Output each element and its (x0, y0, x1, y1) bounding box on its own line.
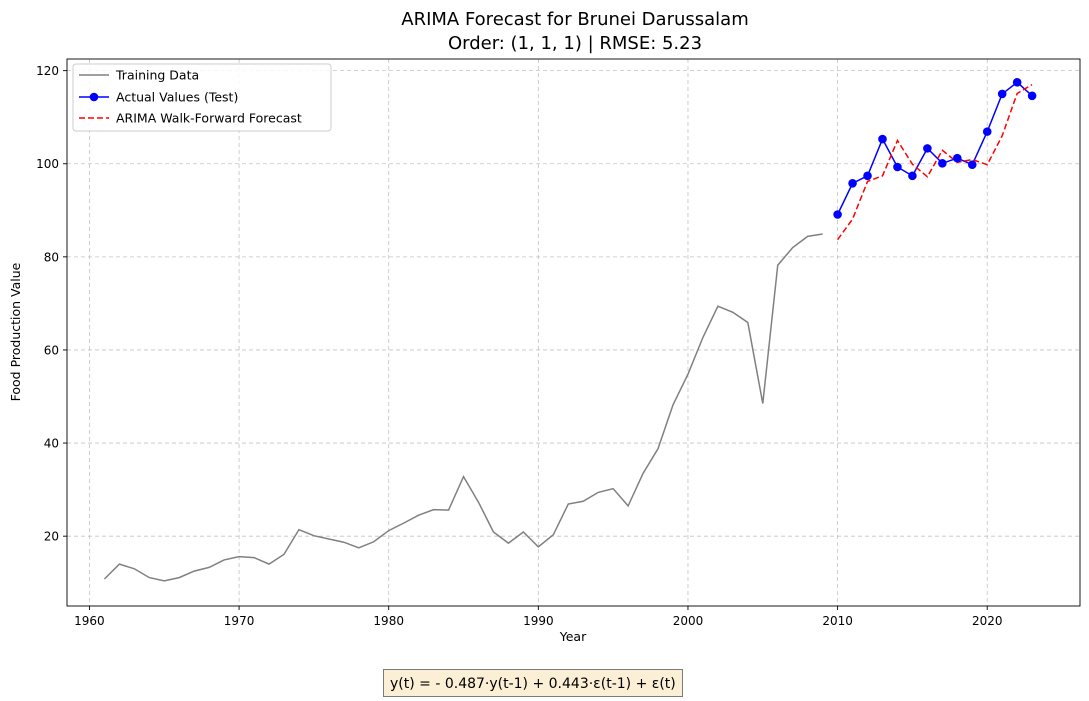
x-tick-label-1970: 1970 (224, 614, 255, 628)
series-line-arima-forecast (836, 83, 1033, 241)
y-tick-label-40: 40 (44, 437, 59, 451)
y-tick-label-80: 80 (44, 250, 59, 264)
x-tick-label-2010: 2010 (822, 614, 853, 628)
actual-point-2012 (863, 171, 872, 181)
actual-point-2014 (893, 162, 902, 172)
x-axis-label: Year (559, 629, 587, 644)
x-tick-label-2020: 2020 (972, 614, 1003, 628)
chart-subtitle: Order: (1, 1, 1) | RMSE: 5.23 (448, 33, 702, 54)
actual-point-2015 (908, 171, 917, 181)
actual-point-2013 (878, 134, 887, 144)
actual-point-2021 (997, 89, 1007, 99)
actual-point-2020 (982, 127, 992, 136)
legend-label-actual-values: Actual Values (Test) (116, 90, 238, 105)
chart-title: ARIMA Forecast for Brunei Darussalam (401, 9, 748, 30)
plot-frame (66, 58, 1081, 607)
actual-point-2016 (923, 144, 932, 153)
y-tick-label-20: 20 (44, 530, 59, 544)
x-tick-label-2000: 2000 (673, 614, 704, 628)
y-tick-label-120: 120 (36, 64, 59, 78)
actual-point-2017 (938, 158, 947, 168)
legend-label-training-data: Training Data (115, 68, 199, 83)
actual-point-2011 (848, 178, 857, 188)
x-tick-label-1980: 1980 (373, 614, 404, 628)
actual-point-2019 (967, 160, 977, 169)
series-line-training-data (103, 233, 823, 582)
actual-point-2010 (833, 210, 842, 219)
x-tick-label-1960: 1960 (74, 614, 105, 628)
y-tick-label-100: 100 (36, 157, 59, 171)
x-axis: 1960 1970 1980 1990 2000 2010 2020 (74, 606, 1003, 628)
legend: Training Data Actual Values (Test) ARIMA… (72, 63, 332, 132)
equation-box: y(t) = - 0.487·y(t-1) + 0.443·ε(t-1) + ε… (383, 669, 683, 697)
actual-point-2023 (1027, 91, 1037, 101)
y-tick-label-60: 60 (44, 343, 59, 357)
legend-marker-actual-values (89, 92, 99, 102)
actual-point-2022 (1012, 77, 1022, 87)
actual-point-2018 (953, 153, 962, 163)
legend-label-arima-forecast: ARIMA Walk-Forward Forecast (116, 111, 302, 126)
series-layer (103, 77, 1037, 582)
grid (67, 59, 1080, 606)
y-axis: 20 40 60 80 100 120 (36, 64, 67, 544)
y-axis-label: Food Production Value (8, 262, 23, 401)
legend-box (72, 63, 332, 132)
x-tick-label-1990: 1990 (523, 614, 554, 628)
series-line-actual-values (836, 81, 1033, 215)
actual-values-markers (833, 77, 1037, 219)
